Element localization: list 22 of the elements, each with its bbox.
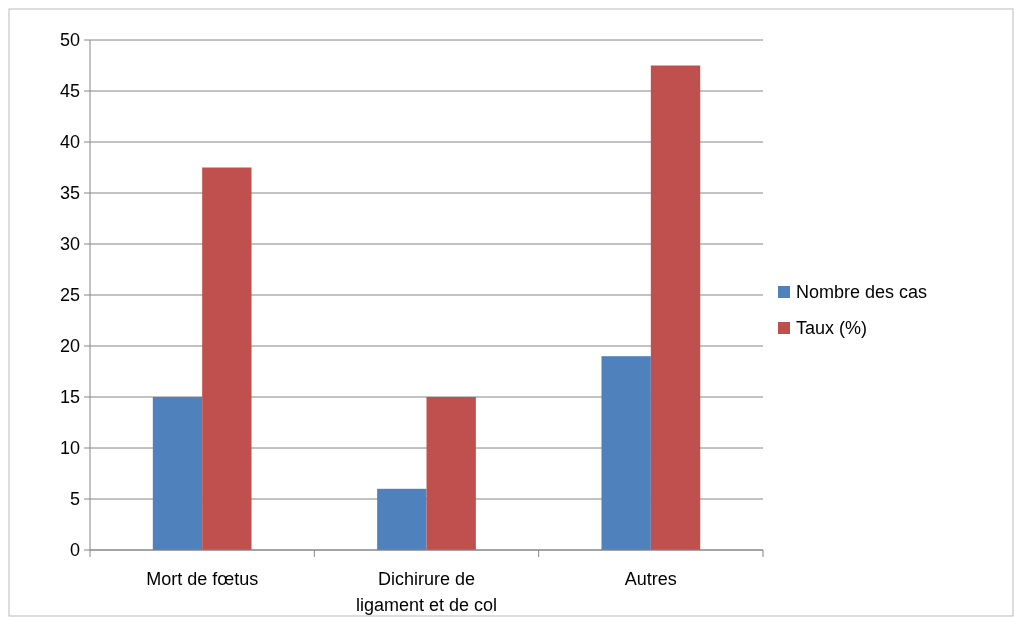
y-tick-label: 0 [69, 540, 80, 561]
y-tick-label: 15 [59, 387, 80, 408]
y-tick-label: 30 [59, 234, 80, 255]
y-tick-label: 40 [59, 132, 80, 153]
legend-label: Taux (%) [796, 318, 868, 339]
bar [152, 397, 203, 550]
x-tick-label: Mort de fœtus [146, 569, 259, 589]
bar [202, 167, 252, 550]
y-tick-label: 10 [59, 438, 80, 459]
x-tick-label: Dichirure de ligament et de col [355, 569, 498, 615]
bar [650, 65, 701, 550]
y-tick-label: 5 [69, 489, 80, 510]
y-tick-label: 25 [59, 285, 80, 306]
legend-label: Nombre des cas [796, 282, 928, 303]
y-tick-label: 45 [59, 81, 80, 102]
y-tick-label: 35 [59, 183, 80, 204]
bar [377, 488, 427, 550]
bar [426, 397, 476, 550]
y-tick-label: 20 [59, 336, 80, 357]
y-tick-label: 50 [59, 30, 80, 51]
x-tick-label: Autres [624, 569, 677, 589]
bar [601, 356, 651, 550]
